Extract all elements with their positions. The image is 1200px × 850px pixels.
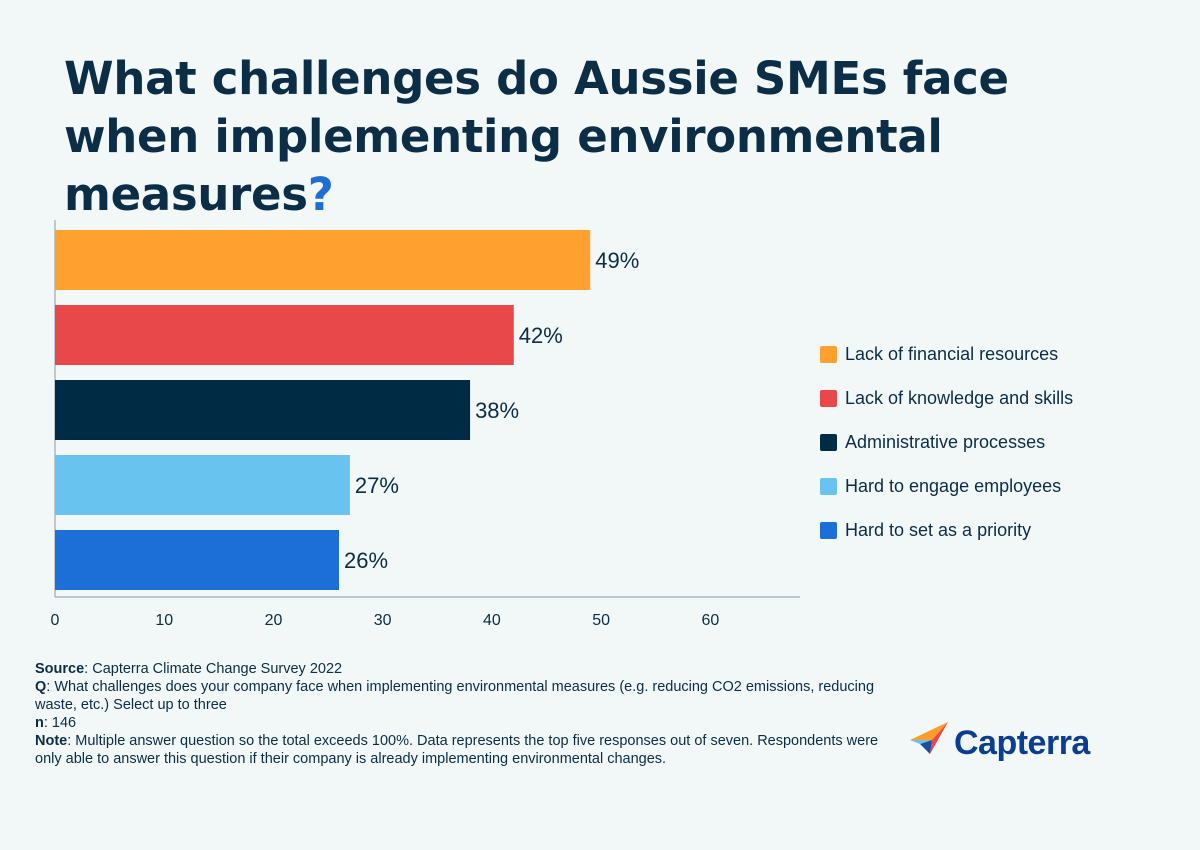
- bar-value-label-5: 26%: [344, 548, 388, 573]
- sample-size-note: n: 146: [35, 714, 895, 732]
- general-note-label: Note: [35, 733, 68, 749]
- bar-5: [55, 530, 339, 590]
- x-tick-label-40: 40: [483, 612, 501, 629]
- chart-legend: Lack of financial resources Lack of knowl…: [820, 332, 1073, 552]
- capterra-logo: Capterra: [910, 722, 1090, 764]
- x-tick-label-0: 0: [51, 612, 60, 629]
- chart-title-qmark: ?: [307, 168, 334, 221]
- bar-value-label-2: 42%: [519, 323, 563, 348]
- source-note: Source: Capterra Climate Change Survey 2…: [35, 660, 895, 678]
- legend-label-4: Hard to engage employees: [845, 475, 1062, 496]
- legend-item-4: Hard to engage employees: [820, 464, 1073, 508]
- bar-2: [55, 305, 514, 365]
- legend-label-5: Hard to set as a priority: [845, 519, 1032, 540]
- chart-title-text: What challenges do Aussie SMEs face when…: [64, 52, 1009, 221]
- question-note: Q: What challenges does your company fac…: [35, 678, 895, 714]
- general-note-text: : Multiple answer question so the total …: [35, 733, 879, 767]
- sample-size-label: n: [35, 715, 44, 731]
- x-tick-label-30: 30: [374, 612, 392, 629]
- legend-label-3: Administrative processes: [845, 431, 1046, 452]
- legend-item-5: Hard to set as a priority: [820, 508, 1073, 552]
- capterra-wordmark: Capterra: [954, 723, 1090, 762]
- x-tick-label-50: 50: [592, 612, 610, 629]
- bar-3: [55, 380, 471, 440]
- question-label: Q: [35, 679, 47, 695]
- legend-item-2: Lack of knowledge and skills: [820, 376, 1073, 420]
- capterra-arrow-icon: [910, 722, 948, 754]
- x-tick-label-10: 10: [155, 612, 173, 629]
- sample-size-text: : 146: [43, 715, 77, 731]
- legend-swatch-4: [820, 477, 837, 495]
- legend-swatch-2: [820, 389, 837, 407]
- source-text: : Capterra Climate Change Survey 2022: [84, 661, 343, 677]
- bar-4: [55, 455, 350, 515]
- legend-swatch-5: [820, 521, 837, 539]
- legend-label-1: Lack of financial resources: [845, 343, 1059, 364]
- source-label: Source: [35, 661, 85, 677]
- bar-chart: 49% 42% 38% 27% 26% 0 10 20 30 40 50 60: [51, 220, 800, 629]
- bar-value-label-1: 49%: [595, 248, 639, 273]
- chart-notes: Source: Capterra Climate Change Survey 2…: [35, 660, 895, 768]
- x-tick-label-60: 60: [701, 612, 719, 629]
- question-text: : What challenges does your company face…: [35, 679, 875, 713]
- chart-title: What challenges do Aussie SMEs face when…: [64, 50, 1144, 224]
- bar-value-label-3: 38%: [475, 398, 519, 423]
- general-note: Note: Multiple answer question so the to…: [35, 732, 895, 768]
- x-tick-label-20: 20: [265, 612, 283, 629]
- legend-label-2: Lack of knowledge and skills: [845, 387, 1074, 408]
- bar-value-label-4: 27%: [355, 473, 399, 498]
- legend-swatch-1: [820, 345, 837, 363]
- legend-swatch-3: [820, 433, 837, 451]
- bar-1: [55, 230, 591, 290]
- legend-item-3: Administrative processes: [820, 420, 1073, 464]
- legend-item-1: Lack of financial resources: [820, 332, 1073, 376]
